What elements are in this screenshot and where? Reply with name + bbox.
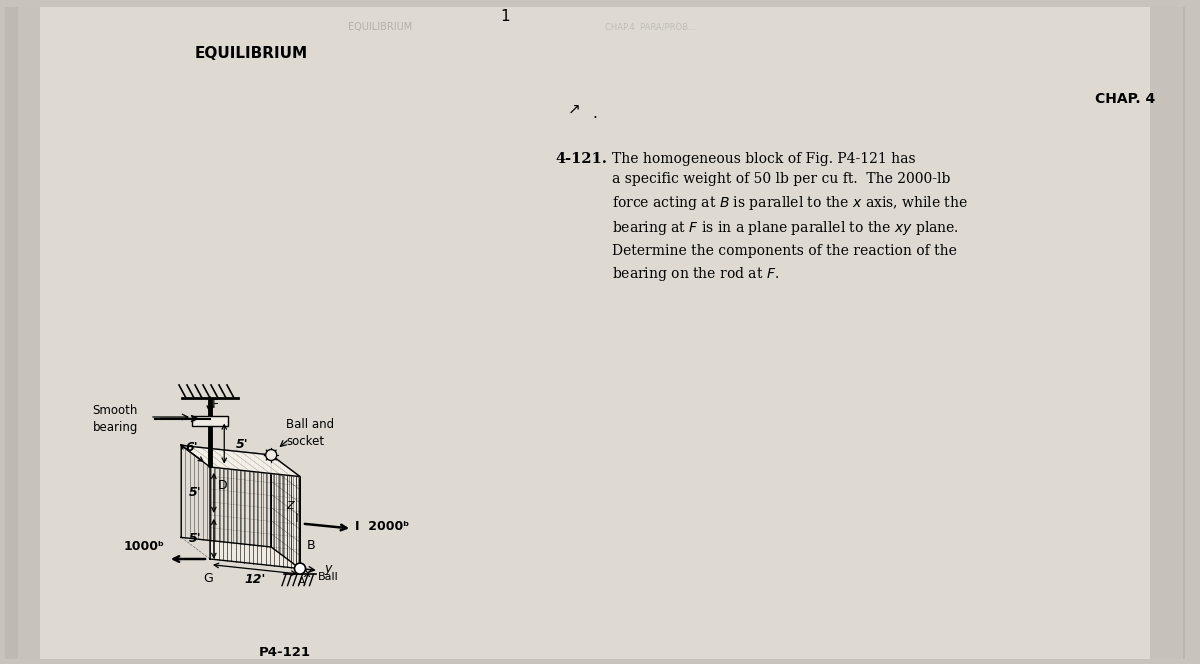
Text: CHAP. 4: CHAP. 4 <box>1094 92 1154 106</box>
Text: x: x <box>304 567 311 580</box>
Text: EQUILIBRIUM: EQUILIBRIUM <box>194 46 308 61</box>
Text: 5': 5' <box>190 533 202 545</box>
Text: The homogeneous block of Fig. P4-121 has
a specific weight of 50 lb per cu ft.  : The homogeneous block of Fig. P4-121 has… <box>612 152 968 284</box>
Text: y: y <box>325 562 332 575</box>
Circle shape <box>294 563 306 574</box>
Text: CHAP.4  PARA/PROB...: CHAP.4 PARA/PROB... <box>605 22 696 31</box>
Text: 1000ᵇ: 1000ᵇ <box>124 540 166 553</box>
Text: 5': 5' <box>236 438 248 450</box>
Text: F: F <box>212 398 220 411</box>
Text: I: I <box>294 512 298 525</box>
Bar <box>192 416 228 426</box>
Text: 12': 12' <box>245 573 265 586</box>
Text: P4-121: P4-121 <box>259 646 311 659</box>
Circle shape <box>265 450 277 461</box>
Text: .: . <box>592 106 596 121</box>
Text: B: B <box>307 539 316 552</box>
Text: $\nearrow$: $\nearrow$ <box>565 102 581 117</box>
Text: Z: Z <box>287 501 294 511</box>
Text: EQUILIBRIUM: EQUILIBRIUM <box>348 22 412 32</box>
FancyBboxPatch shape <box>18 7 1183 659</box>
FancyBboxPatch shape <box>5 7 40 659</box>
FancyBboxPatch shape <box>1150 7 1186 659</box>
Text: D: D <box>218 479 228 492</box>
Text: G: G <box>203 572 212 585</box>
Polygon shape <box>181 446 271 547</box>
Text: 1: 1 <box>500 9 510 24</box>
Text: Smooth
bearing: Smooth bearing <box>92 404 138 434</box>
Text: I  2000ᵇ: I 2000ᵇ <box>355 520 409 533</box>
Text: 6': 6' <box>186 441 198 454</box>
Text: 5': 5' <box>190 486 202 499</box>
Text: 4-121.: 4-121. <box>554 152 607 166</box>
Text: Ball and
socket: Ball and socket <box>287 418 335 448</box>
Text: A: A <box>298 576 306 586</box>
Polygon shape <box>210 467 300 568</box>
Polygon shape <box>271 455 300 568</box>
Polygon shape <box>181 446 300 477</box>
Text: Ball: Ball <box>318 572 338 582</box>
